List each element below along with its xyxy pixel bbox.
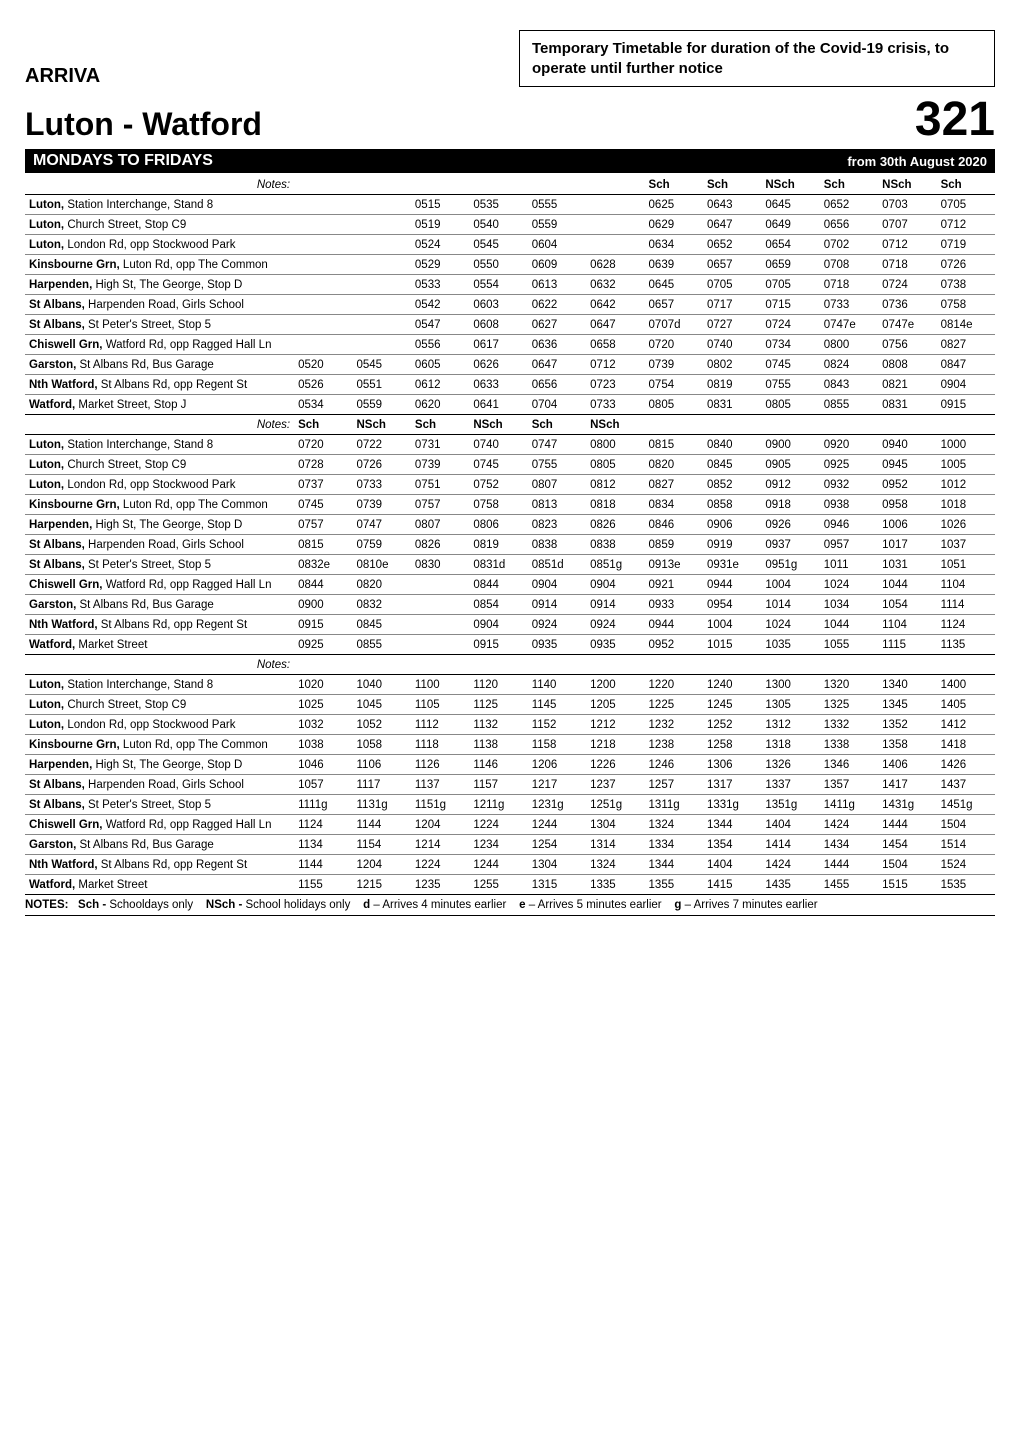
days-bar: MONDAYS TO FRIDAYS from 30th August 2020: [25, 149, 995, 173]
effective-date: from 30th August 2020: [847, 154, 987, 169]
route-number: 321: [915, 92, 995, 147]
covid-notice: Temporary Timetable for duration of the …: [519, 30, 995, 87]
days-label: MONDAYS TO FRIDAYS: [33, 152, 213, 170]
route-name: Luton - Watford: [25, 106, 262, 143]
footnotes: NOTES: Sch - Schooldays only NSch - Scho…: [25, 895, 995, 916]
timetable: Notes:SchSchNSchSchNSchSchLuton, Station…: [25, 175, 995, 895]
